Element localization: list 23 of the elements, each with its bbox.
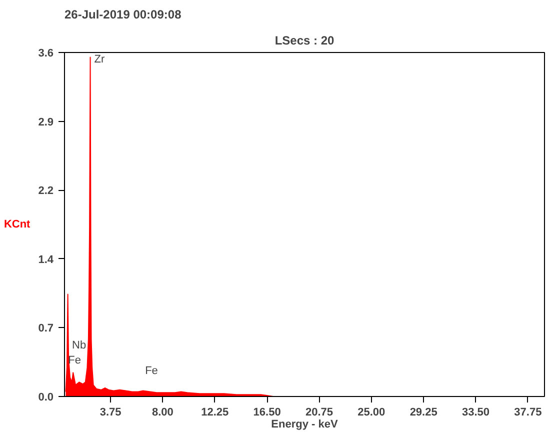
y-tick-label: 2.2 <box>38 185 54 198</box>
annotation: Fe <box>68 354 81 367</box>
x-tick-label: 25.00 <box>358 406 386 418</box>
chart-title: 26-Jul-2019 00:09:08 <box>64 8 182 22</box>
annotation: Fe <box>145 364 158 377</box>
annotation: Nb <box>72 339 86 352</box>
x-axis-title: Energy - keV <box>271 418 338 430</box>
y-tick-label: 0.7 <box>38 322 54 335</box>
x-tick-label: 3.75 <box>100 406 122 418</box>
x-tick-label: 16.50 <box>253 406 281 418</box>
x-tick-label: 37.75 <box>514 406 542 418</box>
annotation: Zr <box>94 53 105 66</box>
x-tick-label: 12.25 <box>201 406 229 418</box>
y-tick-label: 0.0 <box>38 392 54 404</box>
x-tick-label: 20.75 <box>305 406 333 418</box>
y-axis-title: KCnt <box>4 218 31 230</box>
y-tick-label: 2.9 <box>38 116 54 128</box>
chart-subtitle: LSecs : 20 <box>274 34 335 48</box>
x-tick-label: 29.25 <box>410 406 438 418</box>
y-tick-label: 3.6 <box>38 48 54 60</box>
y-tick-label: 1.4 <box>38 254 54 266</box>
x-tick-label: 33.50 <box>462 406 490 418</box>
x-tick-label: 8.00 <box>152 406 174 418</box>
